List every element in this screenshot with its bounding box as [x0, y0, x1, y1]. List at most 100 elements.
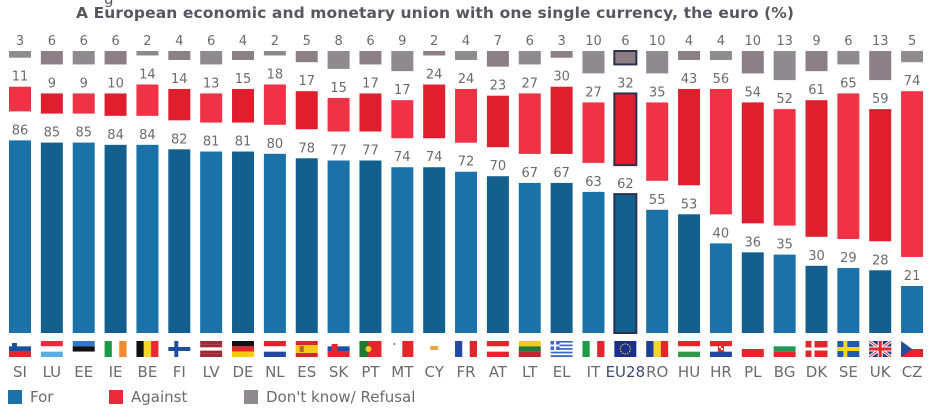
x-tick-label-se: SE — [839, 363, 858, 381]
data-label-for-mt: 74 — [394, 150, 411, 165]
data-label-against-cy: 24 — [426, 67, 443, 82]
denmark-flag-icon — [805, 341, 828, 357]
data-label-against-ee: 9 — [80, 76, 88, 91]
italy-flag-icon — [582, 341, 605, 357]
hungary-flag-icon — [678, 341, 701, 357]
croatia-flag-icon — [709, 341, 732, 357]
bar-against-bg — [773, 109, 796, 226]
data-label-don-t-know-refusal-hu: 4 — [685, 34, 693, 49]
bar-for-cz — [901, 285, 924, 333]
bar-against-nl — [263, 84, 286, 125]
x-tick-label-hu: HU — [678, 363, 700, 381]
data-label-against-sk: 15 — [330, 81, 347, 96]
x-tick-label-it: IT — [587, 363, 601, 381]
data-label-don-t-know-refusal-pl: 10 — [745, 34, 762, 49]
bar-for-it — [582, 191, 605, 333]
data-label-against-fi: 14 — [171, 72, 188, 87]
data-label-against-pt: 17 — [362, 76, 379, 91]
data-label-don-t-know-refusal-ro: 10 — [649, 34, 666, 49]
bar-don-t-know-refusal-hu — [678, 51, 701, 60]
legend-label-dont-know: Don't know/ Refusal — [266, 388, 416, 406]
data-label-for-fi: 82 — [171, 132, 188, 147]
x-tick-label-el: EL — [553, 363, 571, 381]
bar-against-it — [582, 102, 605, 163]
data-label-for-hr: 40 — [713, 226, 730, 241]
x-tick-label-nl: NL — [265, 363, 285, 381]
data-label-don-t-know-refusal-fr: 4 — [462, 34, 470, 49]
uk-flag-icon — [868, 339, 893, 359]
data-label-against-it: 27 — [585, 85, 602, 100]
x-tick-label-es: ES — [297, 363, 316, 381]
data-label-don-t-know-refusal-de: 4 — [239, 34, 247, 49]
data-label-against-bg: 52 — [776, 92, 793, 107]
finland-flag-icon — [168, 341, 191, 357]
bar-don-t-know-refusal-fr — [455, 51, 478, 60]
data-label-for-el: 67 — [553, 166, 570, 181]
data-label-for-it: 63 — [585, 175, 602, 190]
x-tick-label-ie: IE — [109, 363, 123, 381]
bar-for-dk — [805, 265, 828, 333]
legend-label-for: For — [30, 388, 54, 406]
x-tick-label-pt: PT — [361, 363, 380, 381]
bar-against-pt — [359, 93, 382, 132]
bar-against-se — [837, 93, 860, 240]
eu-flag-icon — [614, 341, 637, 357]
data-label-for-lu: 85 — [44, 126, 61, 141]
data-label-don-t-know-refusal-si: 3 — [16, 34, 24, 49]
bar-against-at — [486, 95, 509, 148]
bar-for-sk — [327, 160, 350, 333]
data-label-for-be: 84 — [139, 128, 156, 143]
data-label-for-es: 78 — [298, 141, 315, 156]
data-label-against-nl: 18 — [267, 67, 284, 82]
bar-don-t-know-refusal-ee — [72, 51, 95, 65]
data-label-for-hu: 53 — [681, 197, 698, 212]
data-label-for-pt: 77 — [362, 144, 379, 159]
data-label-against-es: 17 — [298, 74, 315, 89]
bar-for-be — [136, 144, 159, 333]
x-tick-label-lu: LU — [43, 363, 62, 381]
luxembourg-flag-icon — [40, 341, 63, 357]
bar-don-t-know-refusal-cz — [901, 51, 924, 63]
bar-against-mt — [391, 100, 414, 139]
chart-title: A European economic and monetary union w… — [76, 4, 795, 22]
spain-flag-icon — [295, 341, 318, 357]
data-label-for-ee: 85 — [75, 126, 92, 141]
data-label-don-t-know-refusal-ie: 6 — [111, 34, 119, 49]
data-label-don-t-know-refusal-sk: 8 — [334, 34, 342, 49]
data-label-against-be: 14 — [139, 67, 156, 82]
bar-for-cy — [423, 167, 446, 333]
bar-against-uk — [869, 109, 892, 242]
bar-for-ee — [72, 142, 95, 333]
bar-don-t-know-refusal-si — [9, 51, 31, 58]
bar-for-lv — [200, 151, 223, 333]
x-tick-label-fi: FI — [173, 363, 186, 381]
sweden-flag-icon — [837, 341, 860, 357]
data-label-don-t-know-refusal-el: 3 — [557, 34, 565, 49]
data-label-for-sk: 77 — [330, 144, 347, 159]
bar-against-el — [550, 86, 573, 154]
data-label-don-t-know-refusal-cz: 5 — [908, 34, 916, 49]
bar-for-fi — [168, 149, 191, 333]
bar-against-cy — [423, 84, 446, 139]
data-label-against-eu28: 32 — [617, 76, 634, 91]
bar-for-uk — [869, 270, 892, 333]
x-tick-label-mt: MT — [391, 363, 414, 381]
x-tick-label-lt: LT — [522, 363, 538, 381]
data-label-for-lt: 67 — [521, 166, 538, 181]
x-tick-label-lv: LV — [203, 363, 221, 381]
data-label-against-at: 23 — [490, 79, 507, 94]
clipped-text-fragment: g — [104, 0, 114, 8]
data-label-against-mt: 17 — [394, 83, 411, 98]
data-label-for-at: 70 — [490, 159, 507, 174]
data-label-for-eu28: 62 — [617, 177, 634, 192]
bar-don-t-know-refusal-bg — [773, 51, 796, 81]
bar-don-t-know-refusal-lu — [40, 51, 63, 65]
x-tick-label-fr: FR — [457, 363, 476, 381]
bulgaria-flag-icon — [773, 341, 796, 357]
legend-item-for: For — [8, 388, 53, 406]
data-label-against-uk: 59 — [872, 92, 889, 107]
bar-don-t-know-refusal-eu28 — [613, 50, 638, 66]
data-label-for-lv: 81 — [203, 135, 220, 150]
bar-against-lt — [518, 93, 541, 154]
bar-for-hr — [709, 243, 732, 333]
